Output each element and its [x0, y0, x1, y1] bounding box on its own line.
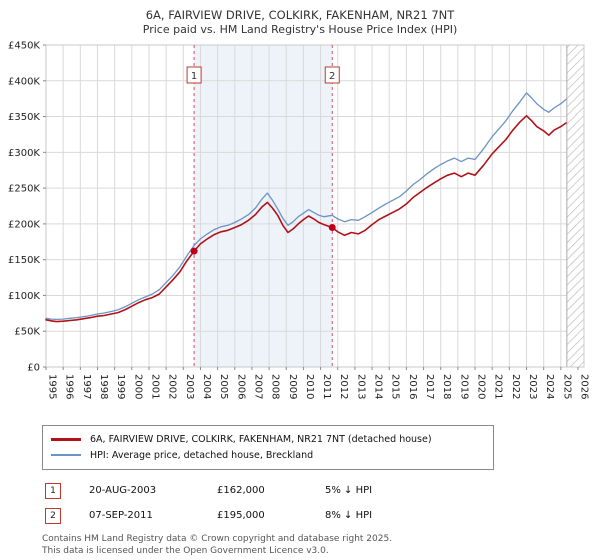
svg-text:2006: 2006 [235, 374, 246, 399]
svg-text:£150K: £150K [8, 256, 40, 267]
svg-text:2014: 2014 [373, 374, 384, 399]
svg-text:2016: 2016 [407, 374, 418, 399]
svg-text:1998: 1998 [98, 374, 109, 399]
svg-text:£0: £0 [27, 363, 40, 374]
svg-text:2026: 2026 [578, 374, 589, 399]
footer-line-2: This data is licensed under the Open Gov… [42, 545, 329, 556]
sale-2-price: £195,000 [217, 510, 265, 522]
svg-text:£350K: £350K [8, 112, 40, 123]
page-subtitle: Price paid vs. HM Land Registry's House … [142, 23, 458, 37]
svg-text:2020: 2020 [476, 374, 487, 399]
svg-text:2012: 2012 [338, 374, 349, 399]
page-title: 6A, FAIRVIEW DRIVE, COLKIRK, FAKENHAM, N… [145, 8, 455, 22]
svg-text:2003: 2003 [184, 374, 195, 399]
sale-2-marker: 2 [45, 507, 61, 524]
svg-text:2008: 2008 [270, 374, 281, 399]
legend-item-property: 6A, FAIRVIEW DRIVE, COLKIRK, FAKENHAM, N… [51, 431, 485, 447]
svg-text:2010: 2010 [304, 374, 315, 399]
svg-text:£300K: £300K [8, 148, 40, 159]
footer-line-1: Contains HM Land Registry data © Crown c… [42, 534, 393, 545]
svg-text:2002: 2002 [167, 374, 178, 399]
svg-text:£450K: £450K [8, 41, 40, 52]
sale-annotation-2: 2 07-SEP-2011 £195,000 8% ↓ HPI [45, 503, 600, 528]
sale-annotation-1: 1 20-AUG-2003 £162,000 5% ↓ HPI [45, 478, 600, 503]
svg-text:2017: 2017 [424, 374, 435, 399]
svg-text:2025: 2025 [561, 374, 572, 399]
svg-text:£100K: £100K [8, 291, 40, 302]
svg-text:£400K: £400K [8, 77, 40, 88]
svg-text:2013: 2013 [355, 374, 366, 399]
svg-text:2: 2 [329, 71, 335, 82]
sale-1-marker: 1 [45, 482, 61, 499]
license-footer: Contains HM Land Registry data © Crown c… [42, 534, 600, 557]
svg-text:2015: 2015 [390, 374, 401, 399]
svg-text:2022: 2022 [510, 374, 521, 399]
svg-text:£250K: £250K [8, 184, 40, 195]
svg-text:1995: 1995 [47, 374, 58, 399]
svg-text:1996: 1996 [64, 374, 75, 399]
sale-1-hpi-delta: 5% ↓ HPI [325, 485, 373, 497]
svg-text:2004: 2004 [201, 374, 212, 399]
blue-line-swatch [51, 454, 81, 457]
svg-text:2023: 2023 [527, 374, 538, 399]
svg-text:2011: 2011 [321, 374, 332, 399]
sale-2-hpi-delta: 8% ↓ HPI [325, 510, 373, 522]
svg-text:£50K: £50K [14, 327, 40, 338]
svg-text:2018: 2018 [441, 374, 452, 399]
svg-text:2001: 2001 [149, 374, 160, 399]
svg-text:2009: 2009 [287, 374, 298, 399]
price-history-chart: 1 2 £0 £50K £100K £150K £200K £250K £300K £350K £4… [8, 41, 590, 400]
legend-item-hpi: HPI: Average price, detached house, Brec… [51, 447, 485, 463]
svg-text:1999: 1999 [115, 374, 126, 399]
svg-text:2021: 2021 [493, 374, 504, 399]
svg-text:2019: 2019 [458, 374, 469, 399]
sale-1-date: 20-AUG-2003 [89, 485, 157, 497]
svg-text:2007: 2007 [252, 374, 263, 399]
svg-text:£200K: £200K [8, 220, 40, 231]
svg-text:1997: 1997 [81, 374, 92, 399]
red-line-swatch [51, 437, 81, 441]
legend-label-hpi: HPI: Average price, detached house, Brec… [90, 449, 314, 461]
svg-text:1: 1 [191, 71, 197, 82]
svg-text:2000: 2000 [132, 374, 143, 399]
svg-text:2005: 2005 [218, 374, 229, 399]
sale-annotations: 1 20-AUG-2003 £162,000 5% ↓ HPI 2 07-SEP… [45, 478, 600, 528]
legend-label-property: 6A, FAIRVIEW DRIVE, COLKIRK, FAKENHAM, N… [90, 433, 432, 445]
sale-1-price: £162,000 [217, 485, 265, 497]
svg-text:2024: 2024 [544, 374, 555, 399]
chart-legend: 6A, FAIRVIEW DRIVE, COLKIRK, FAKENHAM, N… [42, 425, 494, 471]
sale-2-date: 07-SEP-2011 [89, 510, 153, 522]
